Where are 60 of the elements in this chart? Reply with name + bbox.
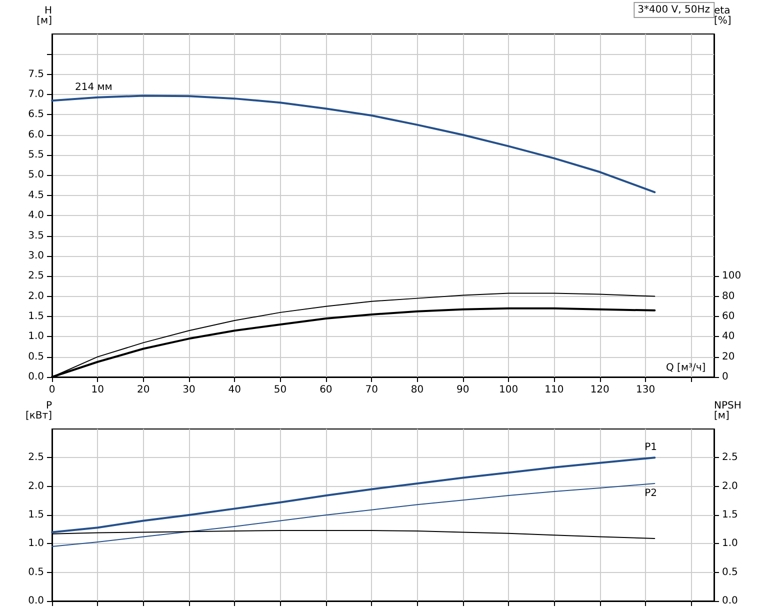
series-label: P1	[644, 442, 658, 454]
y-tick-label: 6.5	[28, 109, 44, 120]
y-tick-label: 0.0	[28, 372, 44, 382]
y-tick-label: 7.5	[28, 68, 44, 80]
y-axis-title: P [кВт]	[25, 400, 52, 422]
x-tick-label: 10	[91, 384, 104, 396]
y-tick-label: 4.5	[28, 190, 44, 201]
y-tick-label: 5.0	[28, 170, 44, 181]
line-series	[51, 94, 656, 194]
x-tick-label: 30	[182, 384, 196, 396]
y2-tick-label: 1.5	[722, 510, 738, 520]
y-tick-label: 7.0	[28, 89, 44, 100]
series-label: P2	[644, 488, 658, 499]
y-tick-label: 0.5	[28, 566, 44, 578]
y-tick-label: 4.0	[28, 210, 44, 222]
x-tick-label: 20	[136, 384, 150, 396]
y-tick-label: 2.0	[28, 480, 44, 492]
y2-axis-title: NPSH [м]	[714, 400, 742, 422]
y-tick-label: 1.5	[28, 310, 44, 322]
y-tick-label: 1.0	[28, 331, 44, 342]
text: 3*400 V, 50Hz	[638, 4, 710, 16]
x-tick-label: 100	[499, 384, 518, 396]
y2-tick-label: 60	[722, 310, 735, 322]
y-tick-label: 6.0	[28, 129, 44, 140]
y2-tick-label: 2.0	[722, 480, 738, 492]
y-tick-label: 1.0	[28, 538, 44, 550]
y2-tick-label: 80	[722, 290, 735, 302]
y2-tick-label: 1.0	[722, 538, 738, 550]
x-tick-label: 60	[320, 384, 332, 396]
y2-tick-label: 0.0	[722, 596, 738, 606]
y-tick-label: 1.5	[28, 510, 44, 520]
y-tick-label: 0.5	[28, 351, 44, 362]
x-tick-label: 40	[228, 384, 241, 396]
y-tick-label: 2.5	[28, 452, 44, 464]
y2-tick-label: 100	[722, 270, 742, 282]
y2-tick-label: 20	[722, 351, 735, 362]
y2-tick-label: 2.5	[722, 452, 738, 464]
y2-axis-title: eta [%]	[714, 6, 732, 26]
line-series	[51, 456, 656, 534]
x-tick-label: 120	[590, 384, 610, 396]
y-tick-label: 5.5	[28, 150, 44, 161]
x-tick-label: 90	[456, 384, 470, 396]
x-tick-label: 130	[636, 384, 656, 396]
y2-tick-label: 0.5	[722, 566, 738, 578]
x-tick-label: 110	[544, 384, 564, 396]
x-tick-label: 80	[410, 384, 424, 396]
y-tick-label: 2.5	[28, 270, 44, 282]
y-tick-label: 3.0	[28, 250, 44, 262]
line-series	[52, 482, 656, 548]
x-tick-label: 0	[48, 384, 56, 396]
y-tick-label: 3.5	[28, 230, 44, 242]
y2-tick-label: 40	[722, 331, 735, 342]
y-tick-label: 2.0	[28, 290, 44, 302]
x-axis-title: Q [м³/ч]	[666, 362, 706, 374]
y-axis-title: H [м]	[36, 6, 52, 26]
x-tick-label: 70	[365, 384, 378, 396]
x-tick-label: 50	[274, 384, 287, 396]
series-label: 214 мм	[74, 82, 112, 93]
y-tick-label: 0.0	[28, 596, 44, 606]
y2-tick-label: 0	[722, 372, 728, 382]
